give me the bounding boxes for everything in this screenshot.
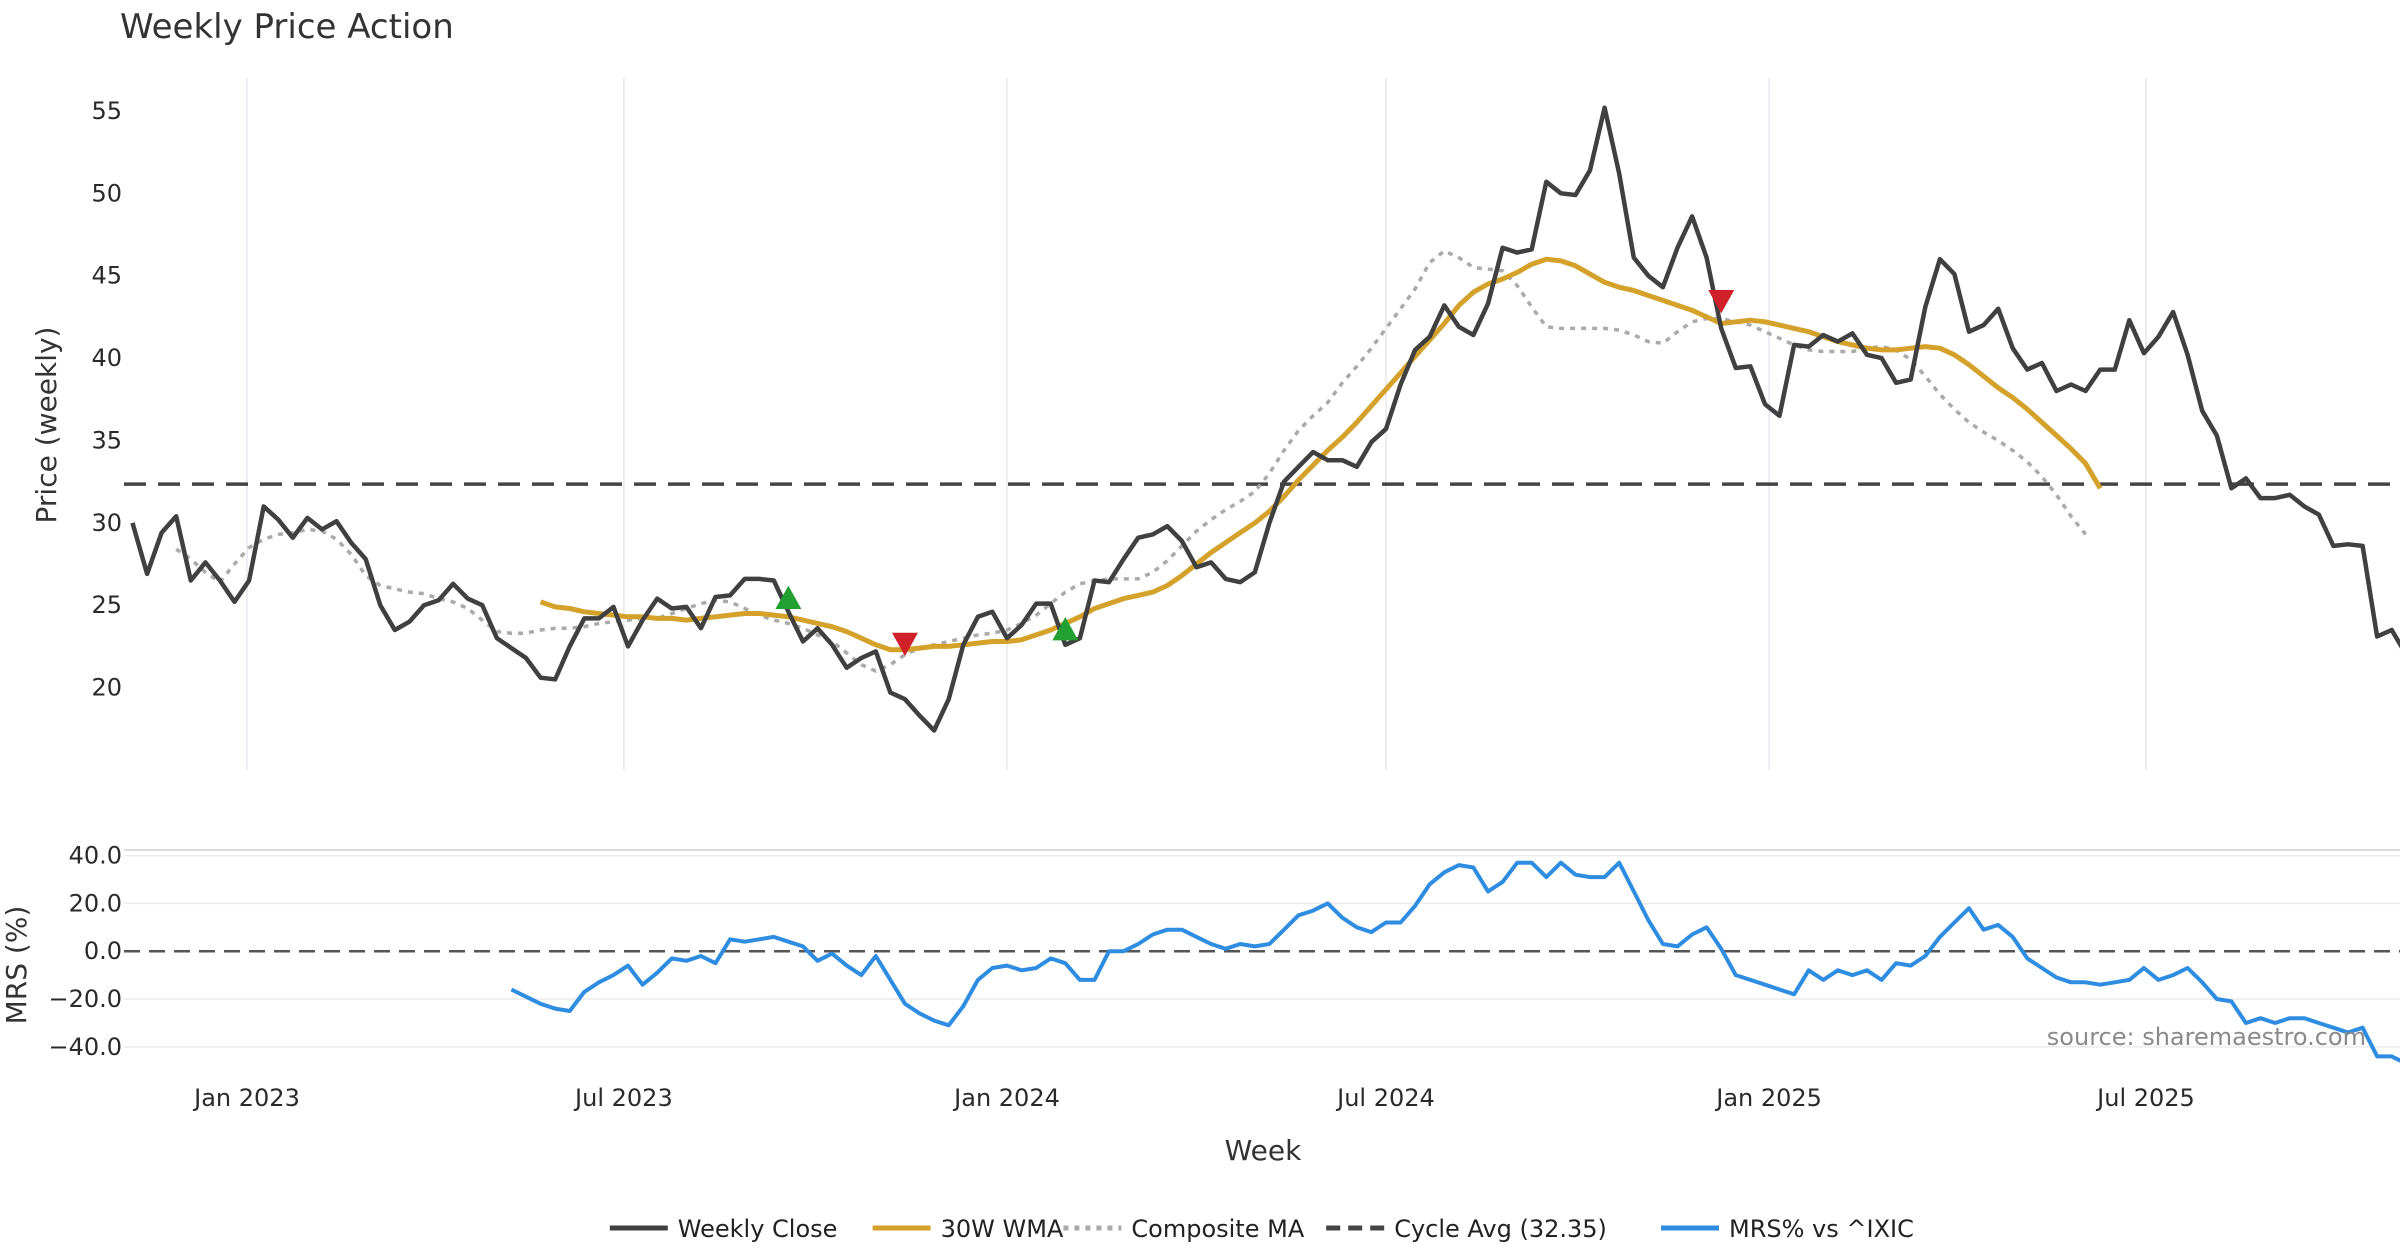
legend-label: Cycle Avg (32.35) — [1394, 1215, 1607, 1243]
mrs-y-tick-label: 20.0 — [69, 889, 122, 917]
x-axis-title: Week — [1225, 1134, 1302, 1167]
x-tick-label: Jan 2023 — [192, 1084, 300, 1112]
price-y-tick-label: 35 — [91, 426, 122, 454]
mrs-gridlines — [124, 849, 2400, 1048]
mrs-y-tick-label: −20.0 — [48, 985, 122, 1013]
price-series — [130, 105, 2400, 733]
price-gridlines — [246, 78, 2147, 770]
sell-signal-marker — [891, 632, 918, 657]
price-y-tick-label: 20 — [91, 674, 122, 702]
price-y-tick-label: 55 — [91, 97, 122, 125]
buy-signal-marker — [775, 585, 802, 610]
legend-item: Cycle Avg (32.35) — [1326, 1215, 1607, 1243]
mrs-panel: 40.0 20.0 0.0 −20.0 −40.0 MRS (%) source: sh… — [0, 842, 2400, 1063]
weekly-close-line — [130, 105, 2400, 733]
mrs-y-ticks: 40.0 20.0 0.0 −20.0 −40.0 — [48, 842, 122, 1061]
composite-ma-line — [175, 249, 2087, 673]
x-tick-label: Jul 2024 — [1335, 1084, 1435, 1112]
x-tick-label: Jan 2024 — [952, 1084, 1060, 1112]
buy-signal-marker — [1052, 616, 1079, 641]
signal-markers — [775, 290, 1735, 657]
legend-item: Weekly Close — [609, 1215, 838, 1243]
price-y-tick-label: 45 — [91, 262, 122, 290]
x-tick-label: Jul 2023 — [573, 1084, 673, 1112]
mrs-y-tick-label: 40.0 — [69, 842, 122, 870]
legend-item: 30W WMA — [872, 1215, 1064, 1243]
price-y-tick-label: 40 — [91, 344, 122, 372]
mrs-y-tick-label: −40.0 — [48, 1033, 122, 1061]
mrs-line — [510, 860, 2400, 1063]
price-y-ticks: 20 25 30 35 40 45 50 55 — [91, 97, 122, 702]
price-panel: 20 25 30 35 40 45 50 55 Price (weekly) — [30, 78, 2400, 770]
price-y-tick-label: 50 — [91, 179, 122, 207]
legend-label: Composite MA — [1131, 1215, 1304, 1243]
x-axis-ticks: Jan 2023 Jul 2023 Jan 2024 Jul 2024 Jan 2025… — [192, 1084, 2195, 1112]
legend-label: Weekly Close — [678, 1215, 838, 1243]
sell-signal-marker — [1708, 290, 1735, 314]
legend-label: MRS% vs ^IXIC — [1729, 1215, 1914, 1243]
price-y-tick-label: 30 — [91, 509, 122, 537]
price-y-tick-label: 25 — [91, 591, 122, 619]
price-y-axis-title: Price (weekly) — [30, 327, 63, 524]
x-tick-label: Jan 2025 — [1714, 1084, 1822, 1112]
legend-item: MRS% vs ^IXIC — [1661, 1215, 1914, 1243]
mrs-y-tick-label: 0.0 — [84, 937, 122, 965]
mrs-series — [510, 860, 2400, 1063]
chart-title: Weekly Price Action — [120, 7, 454, 47]
source-note: source: sharemaestro.com — [2047, 1023, 2366, 1051]
legend-label: 30W WMA — [941, 1215, 1064, 1243]
mrs-y-axis-title: MRS (%) — [0, 906, 33, 1025]
x-tick-label: Jul 2025 — [2095, 1084, 2195, 1112]
legend-item: Composite MA — [1063, 1215, 1305, 1243]
legend: Weekly Close 30W WMA Composite MA Cycle Avg… — [609, 1215, 1914, 1243]
